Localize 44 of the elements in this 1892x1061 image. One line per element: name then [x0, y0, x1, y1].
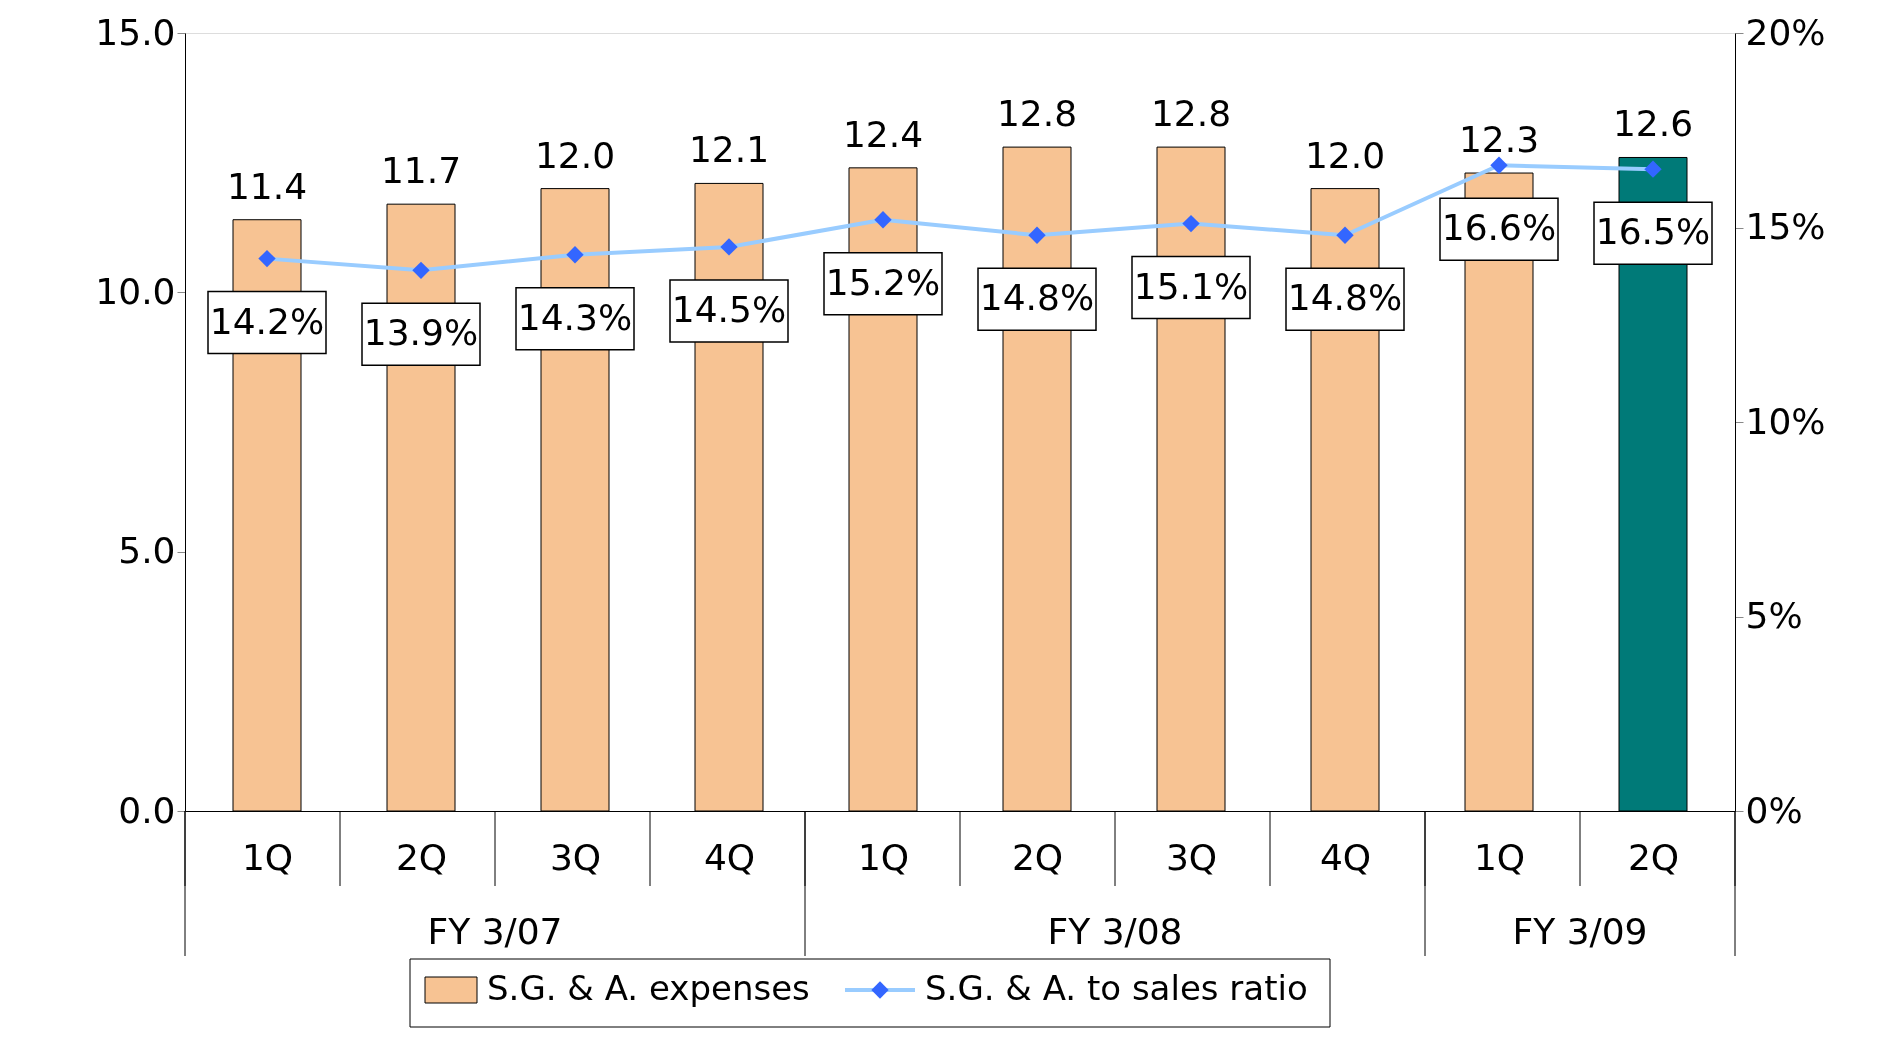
data-label: 14.8%: [1287, 277, 1403, 319]
data-label: 12.3: [1458, 119, 1540, 161]
legend-label: S.G. & A. expenses: [487, 968, 810, 1008]
y2-tick-label: 20%: [1745, 11, 1826, 53]
x-tick-label: 2Q: [395, 836, 448, 878]
y-tick-label: 0.0: [118, 789, 176, 831]
data-label: 16.6%: [1441, 207, 1557, 249]
y2-tick-label: 5%: [1745, 595, 1803, 636]
data-label: 14.3%: [517, 296, 633, 338]
y-tick-label: 15.0: [95, 11, 176, 53]
x-tick-label: 1Q: [1473, 836, 1526, 878]
data-label: 12.8: [1150, 93, 1232, 135]
data-label: 14.2%: [209, 300, 325, 342]
data-label: 13.9%: [363, 312, 479, 354]
x-tick-label: 3Q: [549, 836, 602, 878]
text: FY 3/09: [1512, 911, 1648, 952]
data-label: 16.5%: [1595, 211, 1711, 253]
x-tick-label: 4Q: [1319, 836, 1372, 878]
data-label: 12.0: [534, 134, 616, 176]
data-label: 14.8%: [979, 277, 1095, 319]
data-label: 11.4: [226, 165, 308, 207]
text: FY 3/08: [1047, 911, 1183, 952]
y2-tick-label: 10%: [1745, 400, 1826, 442]
data-label: 12.6: [1612, 103, 1694, 145]
data-label: 15.1%: [1133, 265, 1249, 307]
data-label: 14.5%: [671, 288, 787, 330]
data-label: 12.1: [688, 129, 770, 171]
y2-tick-label: 0%: [1745, 789, 1803, 831]
y-tick-label: 5.0: [118, 530, 176, 572]
y-tick-label: 10.0: [95, 270, 176, 312]
x-tick-label: 1Q: [241, 836, 294, 878]
x-tick-label: 3Q: [1165, 836, 1218, 878]
legend-label: S.G. & A. to sales ratio: [925, 968, 1308, 1008]
x-tick-label: 2Q: [1011, 836, 1064, 878]
data-label: 15.2%: [825, 261, 941, 303]
x-tick-label: 1Q: [857, 836, 910, 878]
x-tick-label: 2Q: [1627, 836, 1680, 878]
text: FY 3/07: [427, 911, 563, 952]
x-tick-label: 4Q: [703, 836, 756, 878]
data-label: 11.7: [380, 150, 462, 192]
data-label: 12.4: [842, 113, 924, 155]
data-label: 12.8: [996, 93, 1078, 135]
y2-tick-label: 15%: [1745, 206, 1826, 247]
data-label: 12.0: [1304, 134, 1386, 176]
